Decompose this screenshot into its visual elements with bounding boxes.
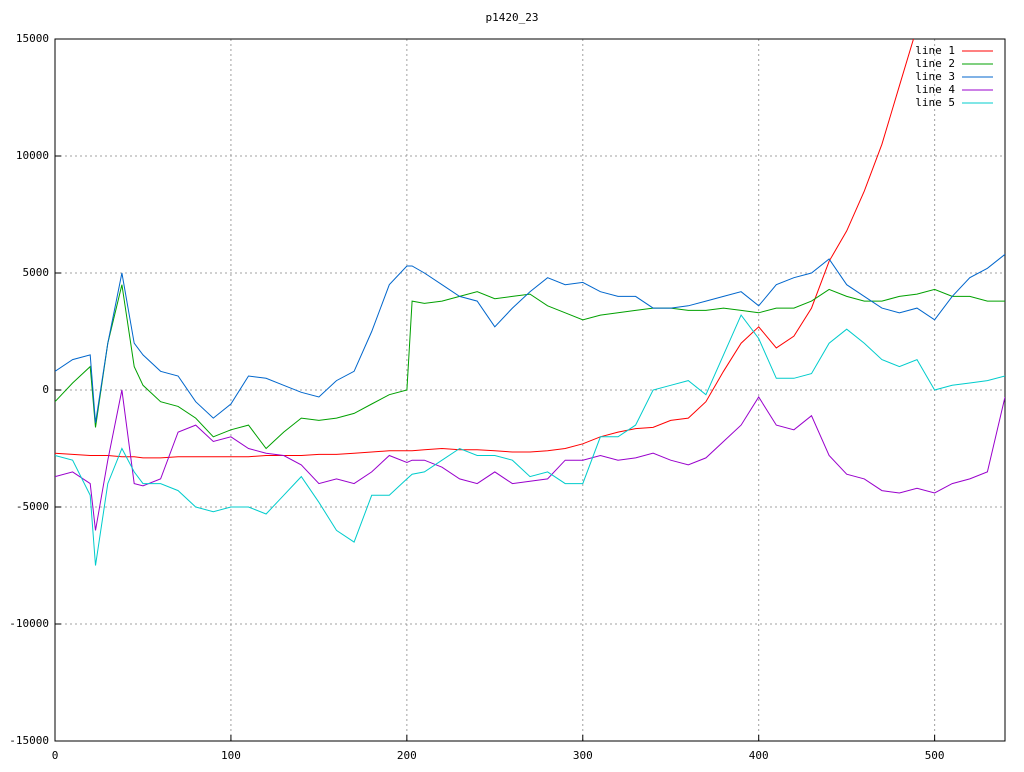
y-tick-label: -15000 (9, 734, 49, 747)
plot-frame (54, 38, 1006, 742)
x-tick-label: 100 (221, 749, 241, 762)
x-tick-label: 0 (52, 749, 59, 762)
series-line (55, 314, 1005, 566)
chart-title: p1420_23 (486, 11, 539, 24)
y-tick-label: -5000 (16, 500, 49, 513)
legend-label: line 3 (915, 70, 955, 83)
y-tick-label: 0 (42, 383, 49, 396)
series-line (55, 39, 915, 459)
x-tick-label: 300 (573, 749, 593, 762)
y-tick-label: 15000 (16, 32, 49, 45)
legend-label: line 5 (915, 96, 955, 109)
series-line (55, 389, 1005, 531)
series-line (55, 284, 1005, 450)
legend-label: line 4 (915, 83, 955, 96)
y-tick-label: 5000 (23, 266, 50, 279)
plot-area (55, 39, 1005, 566)
legend-label: line 2 (915, 57, 955, 70)
y-tick-label: 10000 (16, 149, 49, 162)
legend-label: line 1 (915, 44, 955, 57)
x-tick-label: 500 (925, 749, 945, 762)
series-line (55, 253, 1005, 423)
y-tick-label: -10000 (9, 617, 49, 630)
x-tick-label: 200 (397, 749, 417, 762)
x-tick-label: 400 (749, 749, 769, 762)
